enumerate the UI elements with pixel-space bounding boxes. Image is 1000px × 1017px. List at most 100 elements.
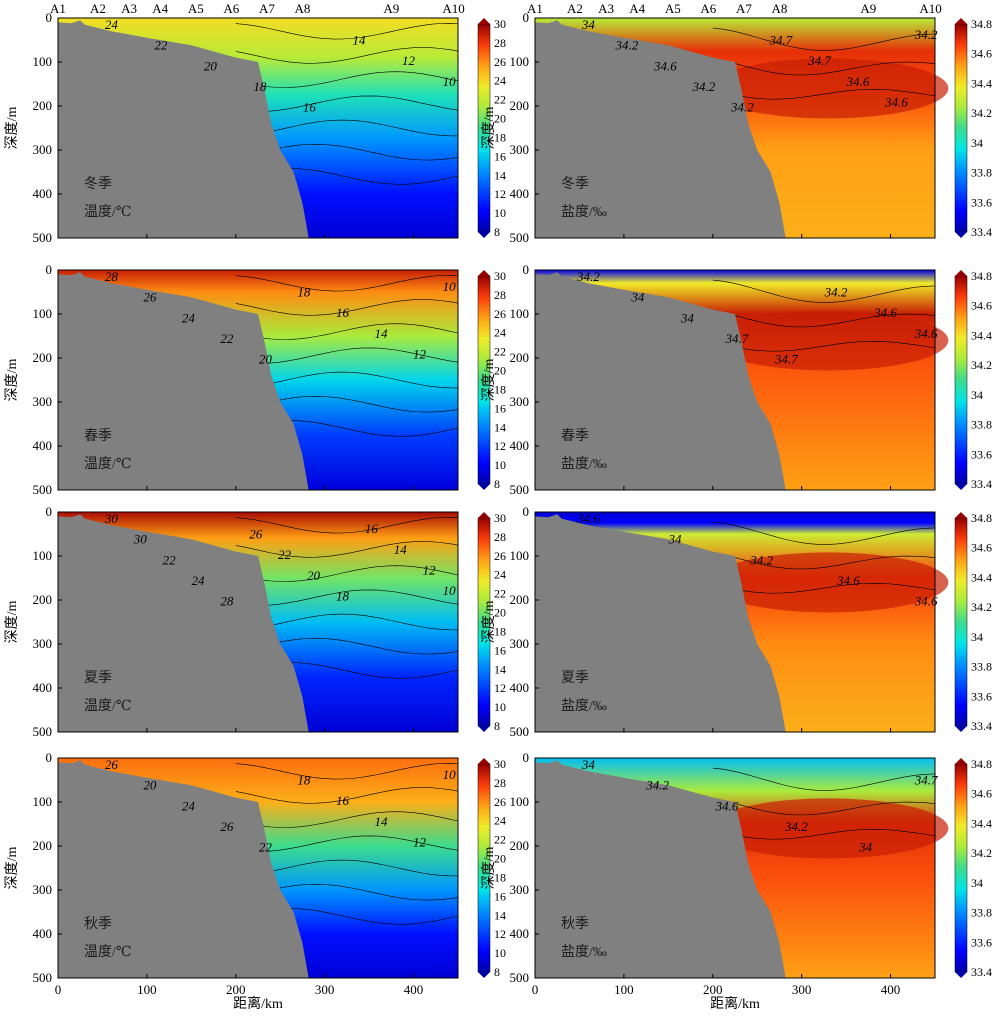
plot-frame: [534, 511, 936, 733]
contour-label: 18: [297, 772, 311, 787]
y-tick-label: 400: [33, 680, 53, 695]
contour-label: 16: [336, 305, 350, 320]
colorbar-bottom-cap: [955, 484, 967, 490]
y-tick-label: 500: [510, 230, 530, 245]
contour-label: 34.7: [807, 53, 831, 68]
y-tick-label: 400: [510, 926, 530, 941]
contour-label: 22: [220, 331, 234, 346]
y-tick-label: 0: [46, 10, 53, 25]
seafloor-land: [58, 760, 309, 978]
contour-line: [235, 347, 459, 365]
contour-label: 22: [154, 38, 168, 53]
plot-frame: [57, 269, 459, 491]
colorbar-tick-label: 28: [494, 776, 506, 790]
contour-line: [235, 835, 459, 853]
contour-label: 12: [413, 834, 427, 849]
contour-label: 34.2: [692, 79, 716, 94]
contour-line: [712, 340, 936, 352]
colorbar-tick-label: 14: [494, 168, 506, 182]
contour-label: 34.2: [914, 27, 938, 42]
colorbar-tick-label: 33.4: [971, 225, 992, 239]
contour-label: 24: [182, 798, 196, 813]
y-tick-label: 300: [33, 882, 53, 897]
colorbar-tick-label: 34: [971, 876, 983, 890]
colorbar-tick-label: 26: [494, 549, 506, 563]
colorbar-tick-label: 33.6: [971, 447, 992, 461]
contour-line: [712, 279, 936, 303]
colorbar-tick-label: 30: [494, 511, 506, 525]
y-tick-label: 0: [523, 262, 530, 277]
x-tick-label: 300: [315, 982, 335, 997]
contour-label: 16: [365, 521, 379, 536]
contour-line: [712, 767, 936, 791]
x-tick-label: 100: [614, 982, 634, 997]
y-tick-label: 0: [523, 750, 530, 765]
salinity-core: [708, 58, 949, 119]
colorbar-tick-label: 18: [494, 130, 506, 144]
plot-frame: [57, 757, 459, 979]
colorbar-tick-label: 24: [494, 814, 506, 828]
y-tick-label: 400: [510, 186, 530, 201]
seafloor-land: [535, 272, 786, 490]
contour-label: 34.7: [769, 32, 793, 47]
contour-label: 18: [297, 284, 311, 299]
colorbar-top-cap: [955, 18, 967, 24]
seafloor-land: [58, 514, 309, 732]
y-tick-label: 100: [33, 54, 53, 69]
colorbar-tick-label: 12: [494, 439, 506, 453]
colorbar-tick-label: 33.6: [971, 689, 992, 703]
salinity-core: [708, 798, 949, 859]
contour-label: 10: [443, 583, 457, 598]
plot-frame: [534, 17, 936, 239]
variable-label: 温度/℃: [84, 698, 132, 714]
y-tick-label: 0: [523, 504, 530, 519]
contour-label: 20: [204, 58, 218, 73]
contour-label: 28: [220, 594, 234, 609]
colorbar-tick-label: 14: [494, 662, 506, 676]
colorbar-tick-label: 34.8: [971, 757, 992, 771]
contour-label: 34.2: [824, 284, 848, 299]
y-tick-label: 200: [33, 350, 53, 365]
y-tick-label: 500: [510, 724, 530, 739]
x-axis-label-left: 距离/km: [233, 995, 283, 1012]
contour-label: 34.6: [914, 594, 938, 609]
x-tick-label: 100: [137, 982, 157, 997]
y-tick-label: 100: [33, 794, 53, 809]
colorbar-tick-label: 8: [494, 719, 500, 733]
colorbar-tick-label: 20: [494, 606, 506, 620]
y-tick-label: 0: [46, 262, 53, 277]
season-label: 秋季: [561, 916, 589, 932]
station-label: A8: [294, 1, 310, 16]
y-tick-label: 300: [33, 636, 53, 651]
colorbar-tick-label: 8: [494, 477, 500, 491]
plot-frame: [534, 269, 936, 491]
colorbar-tick-label: 24: [494, 74, 506, 88]
colorbar: [954, 275, 968, 485]
colorbar-tick-label: 33.8: [971, 906, 992, 920]
station-label: A2: [567, 1, 583, 16]
seafloor-land: [535, 20, 786, 239]
contour-label: 14: [352, 32, 366, 47]
colorbar: [954, 763, 968, 973]
y-tick-label: 100: [510, 794, 530, 809]
x-tick-label: 200: [703, 982, 723, 997]
contour-label: 26: [220, 819, 234, 834]
contour-line: [712, 27, 936, 51]
contour-label: 34.7: [774, 352, 798, 367]
y-tick-label: 300: [510, 142, 530, 157]
colorbar-tick-label: 28: [494, 36, 506, 50]
colorbar-bottom-cap: [955, 232, 967, 238]
colorbar-tick-label: 28: [494, 530, 506, 544]
colorbar-tick-label: 34.6: [971, 541, 992, 555]
colorbar-tick-label: 33.4: [971, 477, 992, 491]
y-tick-label: 200: [33, 592, 53, 607]
contour-line: [235, 299, 459, 316]
y-tick-label: 500: [510, 482, 530, 497]
colorbar-tick-label: 34.2: [971, 358, 992, 372]
contour-line: [235, 95, 459, 113]
seafloor-land: [58, 272, 309, 490]
y-tick-label: 0: [46, 504, 53, 519]
variable-label: 盐度/‰: [561, 456, 607, 472]
